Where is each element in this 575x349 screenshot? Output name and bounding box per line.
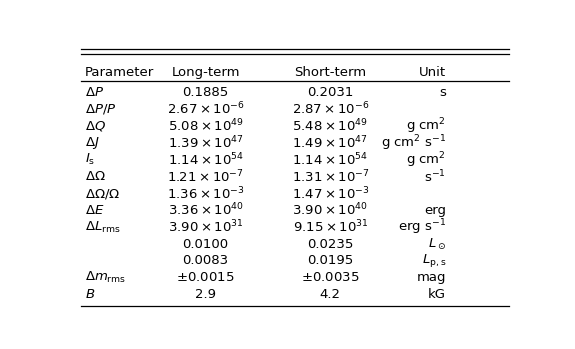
Text: $5.48 \times 10^{49}$: $5.48 \times 10^{49}$ (292, 118, 369, 134)
Text: $1.49 \times 10^{47}$: $1.49 \times 10^{47}$ (293, 135, 368, 151)
Text: $3.90 \times 10^{31}$: $3.90 \times 10^{31}$ (168, 219, 243, 236)
Text: 0.2031: 0.2031 (307, 86, 354, 99)
Text: $I_\mathrm{s}$: $I_\mathrm{s}$ (85, 152, 95, 168)
Text: $3.36 \times 10^{40}$: $3.36 \times 10^{40}$ (167, 202, 244, 219)
Text: $5.08 \times 10^{49}$: $5.08 \times 10^{49}$ (167, 118, 244, 134)
Text: 0.0235: 0.0235 (307, 238, 354, 251)
Text: $1.14 \times 10^{54}$: $1.14 \times 10^{54}$ (292, 151, 369, 168)
Text: 0.0083: 0.0083 (182, 254, 229, 267)
Text: $1.39 \times 10^{47}$: $1.39 \times 10^{47}$ (168, 135, 243, 151)
Text: Short-term: Short-term (294, 66, 366, 79)
Text: $3.90 \times 10^{40}$: $3.90 \times 10^{40}$ (292, 202, 369, 219)
Text: $2.67 \times 10^{-6}$: $2.67 \times 10^{-6}$ (167, 101, 244, 118)
Text: g cm$^2$ s$^{-1}$: g cm$^2$ s$^{-1}$ (381, 133, 446, 153)
Text: $L_\odot$: $L_\odot$ (428, 237, 446, 252)
Text: s$^{-1}$: s$^{-1}$ (424, 169, 446, 185)
Text: 0.0195: 0.0195 (307, 254, 354, 267)
Text: $\Delta\Omega/\Omega$: $\Delta\Omega/\Omega$ (85, 187, 121, 201)
Text: 2.9: 2.9 (195, 288, 216, 301)
Text: $\pm$0.0035: $\pm$0.0035 (301, 271, 359, 284)
Text: $\Delta E$: $\Delta E$ (85, 204, 105, 217)
Text: s: s (439, 86, 446, 99)
Text: $B$: $B$ (85, 288, 95, 301)
Text: $1.14 \times 10^{54}$: $1.14 \times 10^{54}$ (167, 151, 244, 168)
Text: g cm$^2$: g cm$^2$ (407, 150, 446, 170)
Text: $\Delta P$: $\Delta P$ (85, 86, 104, 99)
Text: $\Delta L_\mathrm{rms}$: $\Delta L_\mathrm{rms}$ (85, 220, 121, 235)
Text: Long-term: Long-term (171, 66, 240, 79)
Text: 4.2: 4.2 (320, 288, 341, 301)
Text: mag: mag (417, 271, 446, 284)
Text: erg s$^{-1}$: erg s$^{-1}$ (398, 217, 446, 237)
Text: $\Delta\Omega$: $\Delta\Omega$ (85, 170, 106, 183)
Text: kG: kG (428, 288, 446, 301)
Text: $1.31 \times 10^{-7}$: $1.31 \times 10^{-7}$ (292, 169, 369, 185)
Text: $\Delta P/P$: $\Delta P/P$ (85, 102, 117, 116)
Text: $2.87 \times 10^{-6}$: $2.87 \times 10^{-6}$ (292, 101, 369, 118)
Text: Unit: Unit (419, 66, 446, 79)
Text: $\pm$0.0015: $\pm$0.0015 (177, 271, 235, 284)
Text: $9.15 \times 10^{31}$: $9.15 \times 10^{31}$ (293, 219, 368, 236)
Text: 0.0100: 0.0100 (182, 238, 229, 251)
Text: 0.1885: 0.1885 (182, 86, 229, 99)
Text: g cm$^2$: g cm$^2$ (407, 116, 446, 136)
Text: $\Delta J$: $\Delta J$ (85, 135, 100, 151)
Text: $\Delta m_\mathrm{rms}$: $\Delta m_\mathrm{rms}$ (85, 270, 126, 285)
Text: $\Delta Q$: $\Delta Q$ (85, 119, 106, 133)
Text: $L_\mathrm{p,s}$: $L_\mathrm{p,s}$ (422, 252, 446, 269)
Text: Parameter: Parameter (85, 66, 155, 79)
Text: $1.47 \times 10^{-3}$: $1.47 \times 10^{-3}$ (292, 185, 369, 202)
Text: $1.21 \times 10^{-7}$: $1.21 \times 10^{-7}$ (167, 169, 244, 185)
Text: $1.36 \times 10^{-3}$: $1.36 \times 10^{-3}$ (167, 185, 244, 202)
Text: erg: erg (424, 204, 446, 217)
